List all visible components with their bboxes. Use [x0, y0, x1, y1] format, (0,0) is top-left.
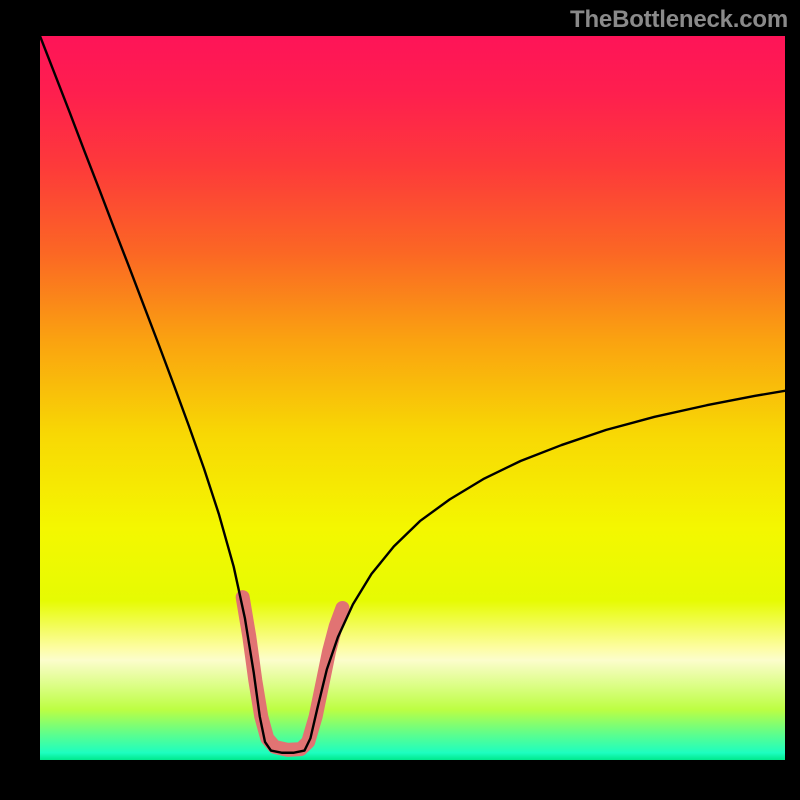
watermark-text: TheBottleneck.com [570, 6, 788, 34]
chart-plot-area [40, 36, 785, 760]
chart-svg [40, 36, 785, 760]
chart-outer-frame: TheBottleneck.com [0, 0, 800, 800]
chart-background [40, 36, 785, 760]
